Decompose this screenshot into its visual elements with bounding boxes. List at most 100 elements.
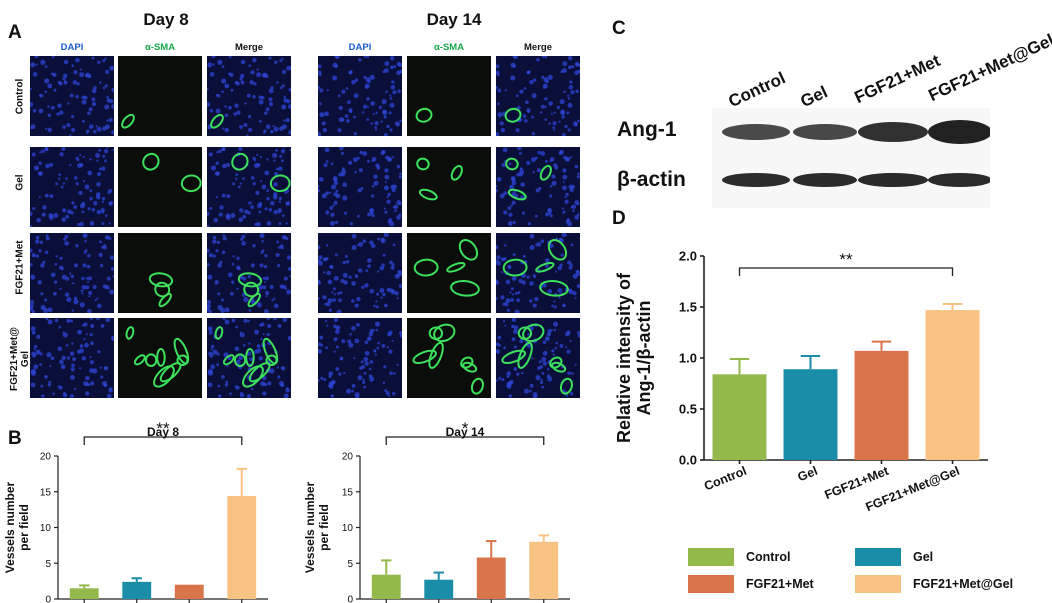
- micrograph-dapi: [30, 56, 114, 136]
- blot-label-beta-actin: β-actin: [617, 168, 686, 191]
- bar-control: [712, 374, 767, 460]
- band-actin-gel: [793, 173, 857, 187]
- chart-day14: 0 5 10 15 20 *Day 14 Vessels number per field: [303, 420, 570, 603]
- micrograph-merge: [207, 56, 291, 136]
- panel-letter-d: D: [612, 208, 626, 229]
- y-tick-label: 0: [347, 595, 353, 603]
- micrograph-sma: [407, 318, 491, 398]
- chan-sma-d14: α-SMA: [433, 42, 465, 53]
- y-axis-label: per field: [17, 504, 31, 551]
- x-tick-label: Gel: [796, 464, 820, 485]
- row-label-gel: Gel: [14, 174, 26, 191]
- bar-gel: [783, 369, 838, 460]
- significance-label: *: [462, 420, 469, 438]
- panel-letter-c: C: [612, 18, 626, 39]
- y-tick-label: 5: [45, 559, 51, 570]
- micrograph-dapi: [318, 147, 402, 227]
- micrograph-sma: [118, 318, 202, 398]
- legend-item-fgf21-met-gel: FGF21+Met@Gel: [855, 575, 1013, 593]
- micrograph-merge: [207, 147, 291, 227]
- y-axis-label: Vessels number: [3, 481, 17, 573]
- significance-label: **: [156, 420, 170, 438]
- bar-fgf21-met: [476, 557, 506, 599]
- y-tick-label: 0.5: [679, 402, 697, 417]
- legend-item-gel: Gel: [855, 548, 933, 566]
- y-tick-label: 0: [45, 595, 51, 603]
- chan-merge-d8: Merge: [235, 42, 263, 53]
- micrograph-merge: [496, 233, 580, 313]
- bar-fgf21-met-gel: [529, 541, 559, 599]
- micrograph-sma: [118, 147, 202, 227]
- bar-fgf21-met: [174, 584, 204, 599]
- legend-item-control: Control: [688, 548, 790, 566]
- row-label-control: Control: [14, 78, 26, 115]
- micrograph-sma: [407, 56, 491, 136]
- significance-bracket: [738, 267, 954, 276]
- legend-swatch-fgf21-met-gel: [855, 575, 901, 593]
- x-tick-label: Control: [702, 464, 748, 494]
- chart-day8: 0 5 10 15 20 **Day 8 Vessels number per field: [3, 420, 268, 603]
- micrograph-dapi: [318, 56, 402, 136]
- micrograph-sma: [407, 147, 491, 227]
- legend-item-fgf21-met: FGF21+Met: [688, 575, 814, 593]
- wb-lane-label-control: Control: [725, 68, 789, 112]
- band-ang1-fgf21-met-gel: [928, 120, 990, 144]
- micrograph-dapi: [30, 318, 114, 398]
- significance-bracket: [385, 436, 545, 445]
- band-ang1-gel: [793, 124, 857, 140]
- chan-dapi-d8: DAPI: [60, 42, 84, 53]
- legend-label-fgf21-met-gel: FGF21+Met@Gel: [913, 577, 1014, 591]
- y-axis-label: Ang-1/β-actin: [634, 301, 654, 416]
- micrograph-dapi: [318, 233, 402, 313]
- y-tick-label: 10: [40, 523, 52, 534]
- panel-a-day14-title: Day 14: [426, 10, 482, 29]
- y-tick-label: 20: [342, 452, 354, 463]
- micrograph-sma: [118, 233, 202, 313]
- bar-fgf21-met-gel: [227, 496, 257, 599]
- panel-letter-b: B: [8, 428, 22, 449]
- micrograph-merge: [496, 147, 580, 227]
- micrograph-dapi: [30, 233, 114, 313]
- blot-label-ang1: Ang-1: [617, 118, 677, 141]
- chan-sma-d8: α-SMA: [144, 42, 176, 53]
- y-axis-label: Vessels number: [303, 481, 317, 573]
- panel-letter-a: A: [8, 22, 22, 43]
- band-ang1-control: [722, 124, 790, 140]
- legend-label-gel: Gel: [913, 550, 934, 564]
- row-label-fgf21-met-gel: FGF21+Met@ Gel: [9, 327, 31, 391]
- y-tick-label: 1.0: [679, 351, 697, 366]
- y-tick-label: 15: [342, 487, 354, 498]
- micrograph-dapi: [30, 147, 114, 227]
- bar-gel: [122, 581, 152, 599]
- band-actin-fgf21-met-gel: [928, 173, 990, 187]
- micrograph-merge: [496, 56, 580, 136]
- band-actin-fgf21-met: [858, 173, 928, 187]
- y-tick-label: 10: [342, 523, 354, 534]
- western-blot: [712, 108, 990, 208]
- y-tick-label: 20: [40, 452, 52, 463]
- panel-a-day8-title: Day 8: [143, 10, 189, 29]
- bar-fgf21-met-gel: [925, 310, 980, 460]
- micrograph-merge: [207, 233, 291, 313]
- y-axis-label: per field: [317, 504, 331, 551]
- chart-title: Day 14: [446, 425, 485, 439]
- chan-merge-d14: Merge: [524, 42, 552, 53]
- micrograph-merge: [496, 318, 580, 398]
- y-tick-label: 1.5: [679, 300, 697, 315]
- legend-swatch-fgf21-met: [688, 575, 734, 593]
- chart-title: Day 8: [147, 425, 179, 439]
- bar-control: [69, 588, 99, 599]
- scale-bar: [546, 404, 566, 407]
- legend-swatch-control: [688, 548, 734, 566]
- micrograph-merge: [207, 318, 291, 398]
- micrograph-sma: [407, 233, 491, 313]
- y-tick-label: 15: [40, 487, 52, 498]
- bar-fgf21-met: [854, 350, 909, 460]
- micrograph-sma: [118, 56, 202, 136]
- band-actin-control: [722, 173, 790, 187]
- band-ang1-fgf21-met: [858, 122, 928, 142]
- y-tick-label: 0.0: [679, 453, 697, 468]
- y-tick-label: 2.0: [679, 249, 697, 264]
- legend-label-control: Control: [746, 550, 791, 564]
